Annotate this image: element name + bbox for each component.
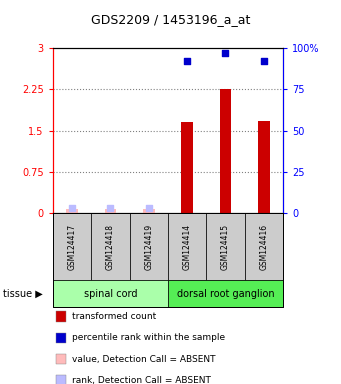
Point (261, 58, 267, 64)
Text: percentile rank within the sample: percentile rank within the sample (72, 333, 225, 343)
Text: value, Detection Call = ABSENT: value, Detection Call = ABSENT (72, 354, 215, 364)
Point (223, 50, 228, 56)
Text: dorsal root ganglion: dorsal root ganglion (177, 289, 274, 299)
Bar (181, 122, 193, 213)
Point (184, 58, 190, 64)
Bar (220, 89, 231, 213)
Bar (143, 209, 154, 213)
Text: GSM124415: GSM124415 (221, 223, 230, 270)
Text: GSM124419: GSM124419 (144, 223, 153, 270)
Text: tissue ▶: tissue ▶ (3, 289, 43, 299)
Text: GSM124414: GSM124414 (183, 223, 192, 270)
Text: transformed count: transformed count (72, 312, 156, 321)
Point (146, 205, 151, 211)
Text: spinal cord: spinal cord (84, 289, 137, 299)
Text: GSM124416: GSM124416 (260, 223, 268, 270)
Bar (66, 209, 78, 213)
Text: rank, Detection Call = ABSENT: rank, Detection Call = ABSENT (72, 376, 210, 384)
Text: GDS2209 / 1453196_a_at: GDS2209 / 1453196_a_at (91, 13, 250, 26)
Text: GSM124417: GSM124417 (68, 223, 76, 270)
Bar (105, 209, 116, 213)
Point (108, 205, 113, 211)
Text: GSM124418: GSM124418 (106, 224, 115, 270)
Bar (258, 121, 270, 213)
Point (69, 205, 75, 211)
